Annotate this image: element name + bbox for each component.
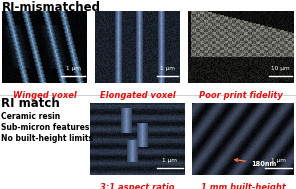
Text: 1 μm: 1 μm bbox=[162, 159, 177, 163]
Text: 1 μm: 1 μm bbox=[160, 67, 175, 71]
Text: Poor print fidelity: Poor print fidelity bbox=[199, 91, 283, 100]
Text: Sub-micron features: Sub-micron features bbox=[1, 123, 90, 132]
Text: 180nm: 180nm bbox=[235, 159, 276, 167]
Text: Winged voxel: Winged voxel bbox=[13, 91, 76, 100]
Text: 1 μm: 1 μm bbox=[66, 67, 81, 71]
Text: 1 μm: 1 μm bbox=[271, 159, 286, 163]
Text: 3:1 aspect ratio: 3:1 aspect ratio bbox=[100, 183, 175, 189]
Text: Ceramic resin: Ceramic resin bbox=[1, 112, 61, 121]
Text: 1 mm built-height: 1 mm built-height bbox=[201, 183, 285, 189]
Text: RI match: RI match bbox=[1, 97, 60, 110]
Text: RI-mismatched: RI-mismatched bbox=[1, 1, 100, 14]
Text: Elongated voxel: Elongated voxel bbox=[100, 91, 175, 100]
Text: No built-height limits: No built-height limits bbox=[1, 134, 94, 143]
Text: 10 μm: 10 μm bbox=[271, 67, 289, 71]
